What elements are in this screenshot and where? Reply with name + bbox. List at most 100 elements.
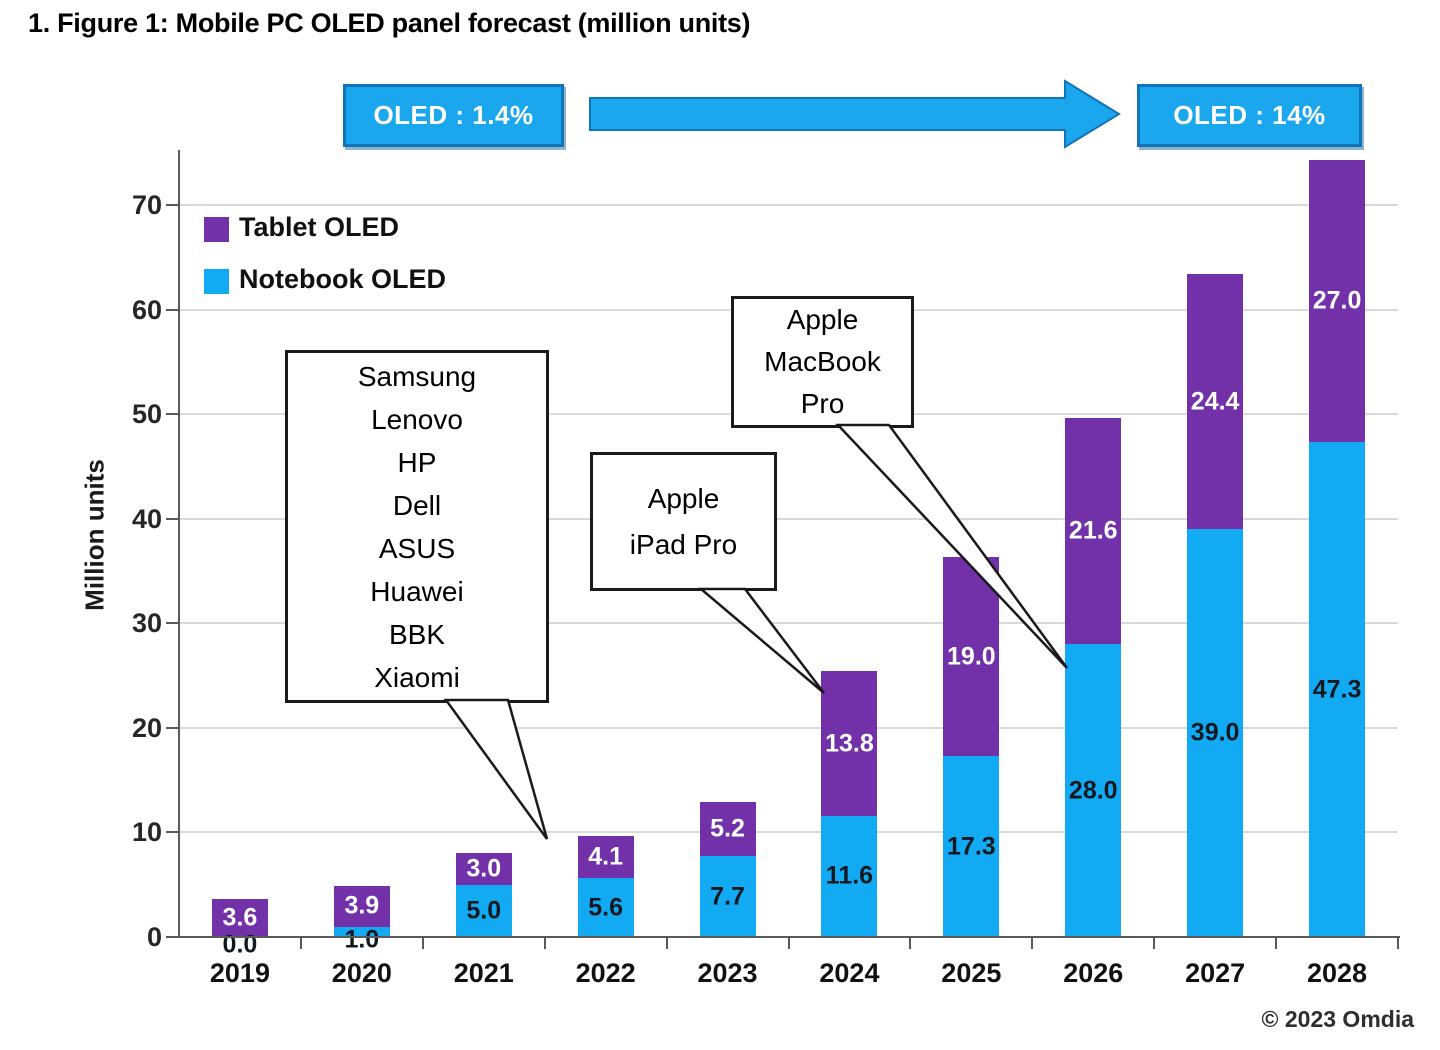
oem-brands-callout: Samsung Lenovo HP Dell ASUS Huawei BBK X…	[285, 350, 549, 703]
callout-line: Dell	[392, 489, 442, 521]
y-tick-label: 70	[131, 190, 162, 220]
value-label-tablet-2019: 3.6	[222, 903, 258, 932]
value-label-tablet-2027: 24.4	[1190, 387, 1240, 416]
value-label-tablet-2024: 13.8	[825, 729, 874, 758]
legend-swatch-notebook-oled	[204, 269, 229, 294]
value-label-tablet-2020: 3.9	[344, 891, 380, 920]
bar-2024-tablet-segment	[821, 671, 878, 816]
bar-2027-tablet-segment	[1187, 274, 1244, 530]
x-tick-mark	[1397, 937, 1399, 949]
x-tick-mark	[1275, 937, 1278, 949]
y-tick-mark	[166, 204, 179, 206]
y-tick-label: 20	[131, 712, 162, 743]
y-tick-label: 10	[131, 817, 162, 848]
oled-share-end-box: OLED : 14%	[1137, 84, 1362, 147]
macbook-pro-callout: Apple MacBook Pro	[731, 296, 914, 428]
bar-2022-tablet-segment	[577, 835, 634, 879]
y-tick-label: 60	[131, 294, 162, 325]
value-label-notebook-2022: 5.6	[588, 893, 624, 922]
x-tick-mark	[299, 937, 302, 949]
callout-line: Huawei	[370, 575, 464, 607]
value-label-tablet-2021: 3.0	[466, 854, 502, 883]
value-label-tablet-2023: 5.2	[710, 814, 745, 843]
x-axis-label-2023: 2023	[697, 958, 758, 988]
callout-line: Apple	[786, 304, 859, 335]
value-label-notebook-2020: 1.0	[344, 925, 380, 954]
callout-line: Samsung	[357, 360, 477, 392]
bar-2025-notebook-segment	[943, 756, 1000, 937]
bar-2022-notebook-segment	[577, 878, 634, 937]
value-label-notebook-2019: 0.0	[222, 930, 258, 959]
x-tick-mark	[1153, 937, 1156, 949]
value-label-tablet-2022: 4.1	[588, 842, 624, 871]
x-tick-mark	[421, 937, 424, 949]
bar-2028-tablet-segment	[1309, 160, 1366, 443]
value-label-notebook-2027: 39.0	[1190, 718, 1240, 747]
bar-2028-notebook-segment	[1309, 442, 1366, 937]
value-label-notebook-2023: 7.7	[710, 882, 745, 911]
bar-2021-tablet-segment	[455, 853, 512, 885]
x-axis-label-2026: 2026	[1063, 958, 1124, 988]
gridline-70	[180, 204, 1398, 206]
callout-line: ASUS	[378, 532, 456, 564]
y-tick-mark	[166, 517, 179, 520]
bar-2026-tablet-segment	[1065, 418, 1122, 645]
y-tick-mark	[166, 726, 179, 729]
gridline-40	[180, 517, 1398, 520]
y-tick-label: 30	[131, 608, 162, 639]
bar-2026-notebook-segment	[1065, 644, 1122, 937]
figure-title: 1. Figure 1: Mobile PC OLED panel foreca…	[28, 8, 751, 38]
x-axis-label-2019: 2019	[209, 958, 270, 988]
bar-2021-notebook-segment	[455, 884, 512, 937]
copyright-note: © 2023 Omdia	[1261, 1006, 1414, 1032]
x-axis-label-2027: 2027	[1185, 958, 1246, 988]
x-axis-label-2020: 2020	[331, 958, 392, 988]
value-label-tablet-2026: 21.6	[1068, 516, 1118, 545]
y-tick-label: 50	[131, 399, 162, 430]
bar-2020-tablet-segment	[333, 885, 390, 927]
bar-2024-notebook-segment	[821, 815, 878, 937]
y-tick-mark	[166, 413, 179, 416]
callout-line: iPad Pro	[629, 528, 738, 560]
x-axis-label-2028: 2028	[1307, 958, 1368, 988]
y-axis-title: Million units	[79, 459, 110, 611]
growth-arrow-icon	[589, 79, 1121, 149]
gridline-10	[180, 831, 1398, 834]
bar-2027-notebook-segment	[1187, 529, 1244, 937]
x-axis-label-2022: 2022	[575, 958, 636, 988]
value-label-tablet-2025: 19.0	[947, 642, 996, 671]
callout-line: Pro	[800, 388, 845, 419]
callout-line: BBK	[388, 618, 446, 650]
y-axis-line	[178, 150, 180, 938]
legend-swatch-tablet-oled	[204, 217, 229, 242]
x-tick-mark	[665, 937, 668, 949]
value-label-notebook-2025: 17.3	[947, 832, 996, 861]
callout-line: Lenovo	[371, 403, 463, 435]
y-tick-mark	[166, 308, 179, 311]
x-tick-mark	[909, 937, 912, 949]
y-tick-mark	[166, 831, 179, 834]
y-tick-label: 40	[131, 503, 162, 534]
callout-line: MacBook	[764, 346, 881, 377]
x-axis-label-2021: 2021	[453, 958, 514, 988]
value-label-notebook-2021: 5.0	[466, 896, 502, 925]
legend-label-notebook-oled: Notebook OLED	[239, 264, 446, 294]
callout-line: HP	[397, 446, 437, 478]
y-tick-mark	[166, 936, 179, 938]
value-label-notebook-2024: 11.6	[825, 861, 874, 890]
bar-2020-notebook-segment	[333, 926, 390, 937]
value-label-notebook-2026: 28.0	[1068, 776, 1118, 805]
x-tick-mark	[1031, 937, 1034, 949]
y-tick-label: 0	[146, 922, 162, 952]
oled-share-start-box: OLED : 1.4%	[343, 84, 564, 147]
bar-2023-tablet-segment	[699, 802, 756, 857]
bar-2019-tablet-segment	[211, 899, 268, 937]
gridline-20	[180, 726, 1398, 729]
y-tick-mark	[166, 622, 179, 625]
x-axis-label-2025: 2025	[941, 958, 1002, 988]
legend-label-tablet-oled: Tablet OLED	[239, 212, 400, 242]
x-tick-mark	[787, 937, 790, 949]
ipad-pro-callout: Apple iPad Pro	[590, 452, 777, 591]
x-axis-label-2024: 2024	[819, 958, 880, 988]
